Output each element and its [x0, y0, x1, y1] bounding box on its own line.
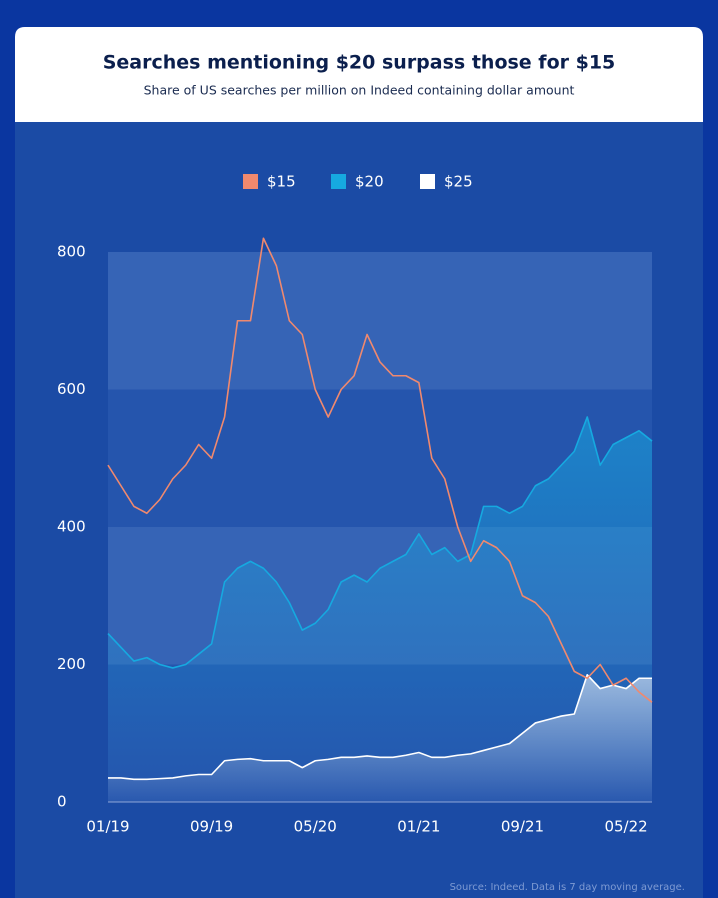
y-tick-label: 400 [57, 518, 86, 536]
y-tick-label: 800 [57, 243, 86, 261]
x-tick-label: 09/21 [501, 818, 544, 836]
header-card [15, 27, 703, 122]
legend-label: $20 [355, 173, 384, 191]
y-tick-label: 600 [57, 380, 86, 398]
area [108, 417, 652, 802]
legend-label: $15 [267, 173, 296, 191]
area [108, 674, 652, 802]
y-tick-label: 200 [57, 655, 86, 673]
legend-label: $25 [444, 173, 473, 191]
y-tick-label: 0 [57, 793, 67, 811]
legend-swatch [420, 174, 435, 189]
legend-swatch [331, 174, 346, 189]
line [107, 416, 653, 669]
x-tick-label: 05/20 [294, 818, 337, 836]
legend-swatch [243, 174, 258, 189]
x-tick-label: 01/21 [397, 818, 440, 836]
chart-subtitle: Share of US searches per million on Inde… [144, 83, 575, 98]
x-tick-label: 09/19 [190, 818, 233, 836]
chart-title: Searches mentioning $20 surpass those fo… [103, 52, 616, 74]
line [108, 674, 652, 781]
line [107, 237, 653, 703]
x-tick-label: 05/22 [604, 818, 647, 836]
grid-band [108, 252, 652, 390]
x-tick-label: 01/19 [86, 818, 129, 836]
source-note: Source: Indeed. Data is 7 day moving ave… [450, 882, 685, 893]
